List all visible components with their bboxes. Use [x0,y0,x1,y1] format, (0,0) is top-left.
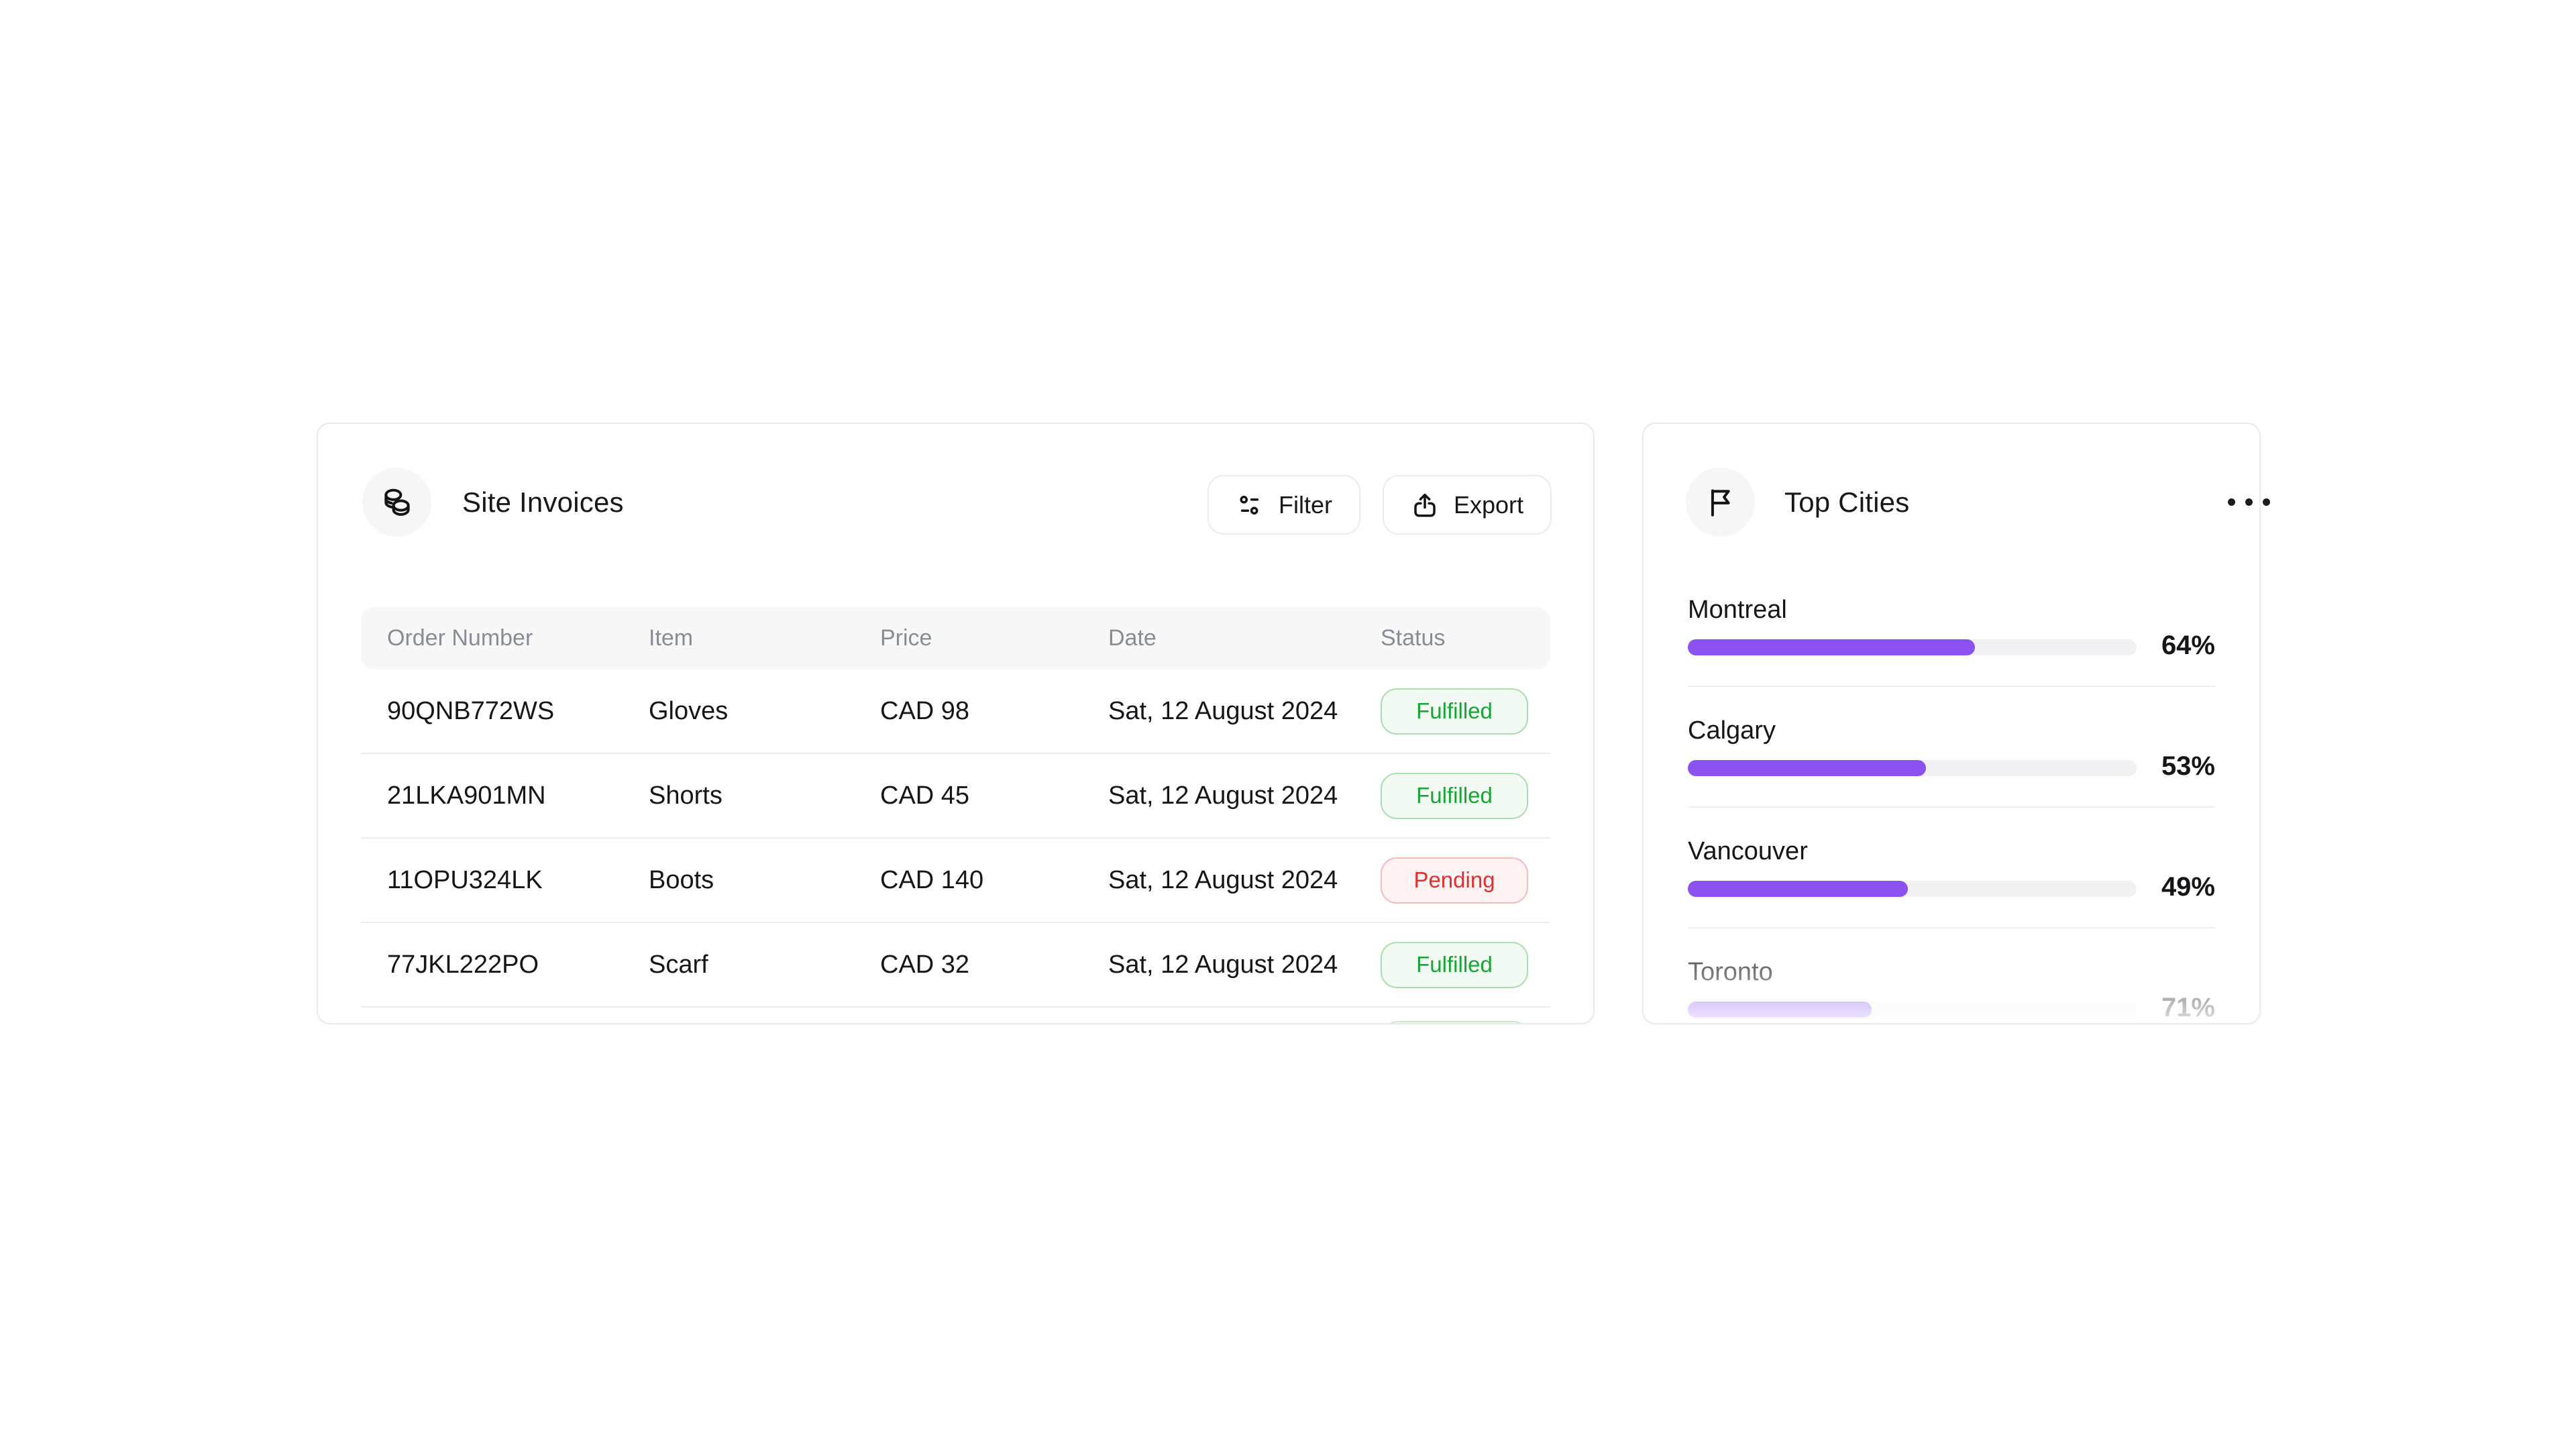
coins-icon [362,468,431,537]
filter-sliders-icon [1240,495,1259,515]
item-cell: Boots [649,865,714,894]
filter-button[interactable]: Filter [1207,475,1360,535]
city-name: Calgary [1688,716,1776,745]
invoices-table-body: 90QNB772WS Gloves CAD 98 Sat, 12 August 202… [361,669,1550,1008]
progress-fill [1688,881,1908,897]
order-cell: 77JKL222PO [387,950,539,979]
table-row[interactable]: 90QNB772WS Gloves CAD 98 Sat, 12 August 202… [361,669,1550,754]
table-row[interactable]: 21LKA901MN Shorts CAD 45 Sat, 12 August 202… [361,754,1550,839]
top-cities-title: Top Cities [1784,486,1910,518]
progress-track [1688,1002,2137,1018]
order-cell: 21LKA901MN [387,781,546,810]
progress-track [1688,639,2137,655]
row-divider [1688,806,2215,808]
date-cell: Sat, 12 August 2024 [1108,950,1338,979]
city-name: Vancouver [1688,837,1808,865]
partial-next-row-status-badge [1382,1021,1529,1023]
price-cell: CAD 98 [880,696,970,725]
city-percent: 64% [2161,631,2215,660]
city-percent: 53% [2161,751,2215,781]
site-invoices-header: Site Invoices [362,468,624,537]
order-cell: 11OPU324LK [387,865,543,894]
row-divider [1688,686,2215,687]
item-cell: Shorts [649,781,722,810]
item-cell: Gloves [649,696,729,725]
top-cities-header: Top Cities [1686,468,1909,537]
progress-fill [1688,760,1926,776]
status-badge: Pending [1381,857,1528,904]
date-cell: Sat, 12 August 2024 [1108,781,1338,810]
city-row: Toronto 71% [1688,958,2215,1022]
flag-icon [1686,468,1755,537]
item-cell: Scarf [649,950,708,979]
status-badge: Fulfilled [1381,688,1528,735]
table-row[interactable]: 11OPU324LK Boots CAD 140 Sat, 12 August 202… [361,839,1550,923]
city-row: Calgary 53% [1688,716,2215,781]
city-percent: 71% [2161,993,2215,1022]
date-cell: Sat, 12 August 2024 [1108,696,1338,725]
column-header: Status [1381,625,1446,651]
invoices-table: Order Number Item Price Date Status 90QNB772… [361,607,1550,1008]
table-row[interactable]: 77JKL222PO Scarf CAD 32 Sat, 12 August 2024… [361,923,1550,1008]
progress-track [1688,881,2137,897]
city-name: Toronto [1688,958,1773,986]
invoices-table-header: Order Number Item Price Date Status [361,607,1550,669]
price-cell: CAD 140 [880,865,984,894]
price-cell: CAD 45 [880,781,970,810]
city-row: Vancouver 49% [1688,837,2215,902]
row-divider [1688,927,2215,928]
progress-fill [1688,639,1976,655]
order-cell: 90QNB772WS [387,696,555,725]
city-row: Montreal 64% [1688,596,2215,660]
progress-track [1688,760,2137,776]
date-cell: Sat, 12 August 2024 [1108,865,1338,894]
status-badge: Fulfilled [1381,772,1528,819]
invoices-toolbar: Filter Export [1191,475,1552,535]
column-header: Price [880,625,932,651]
site-invoices-title: Site Invoices [462,486,624,518]
city-name: Montreal [1688,596,1787,624]
column-header: Item [649,625,694,651]
export-button[interactable]: Export [1382,475,1552,535]
column-header: Date [1108,625,1157,651]
column-header: Order Number [387,625,533,651]
ellipsis-menu-icon[interactable] [2206,487,2270,517]
export-share-icon [1414,493,1436,517]
price-cell: CAD 32 [880,950,970,979]
status-badge: Fulfilled [1381,941,1528,988]
city-percent: 49% [2161,872,2215,902]
progress-fill [1688,1002,1872,1018]
